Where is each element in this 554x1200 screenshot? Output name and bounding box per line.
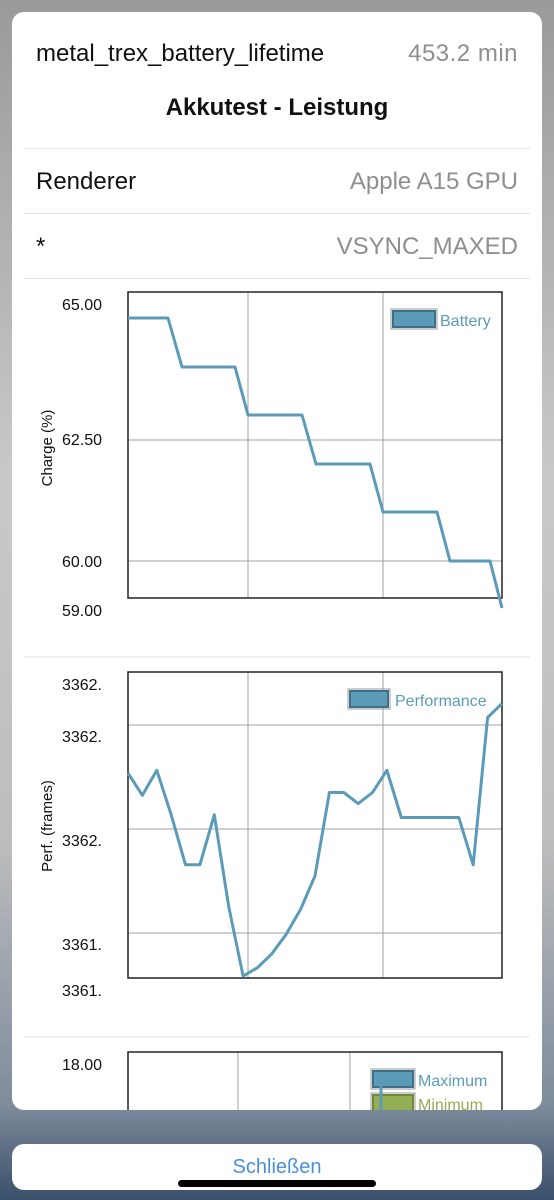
- info-row-vsync: * VSYNC_MAXED: [36, 215, 518, 279]
- info-value: Apple A15 GPU: [349, 168, 518, 195]
- info-key: Renderer: [36, 168, 137, 195]
- battery-series-line: [128, 316, 504, 609]
- chart-legend: Battery: [390, 308, 491, 330]
- divider: [24, 278, 530, 279]
- y-tick-label: 59.00: [62, 603, 102, 620]
- legend-swatch-max: [372, 1070, 414, 1088]
- temperature-chart: 18.00 Maximum Minimum: [62, 1051, 503, 1110]
- legend-label-max: Maximum: [418, 1073, 487, 1090]
- battery-chart: 65.00 62.50 60.00 59.00 Charge (%) Batte…: [24, 291, 530, 658]
- test-name: metal_trex_battery_lifetime: [36, 40, 325, 67]
- info-value: VSYNC_MAXED: [336, 233, 518, 260]
- divider: [24, 148, 530, 149]
- y-axis-label: Perf. (frames): [39, 780, 56, 872]
- performance-series-line: [126, 702, 504, 978]
- info-row-renderer: Renderer Apple A15 GPU: [36, 150, 518, 214]
- y-axis-label: Charge (%): [39, 410, 56, 487]
- y-tick-label: 3361.: [62, 937, 102, 954]
- legend-swatch: [349, 690, 389, 708]
- chart-grid: [127, 671, 503, 979]
- info-key: *: [36, 233, 46, 260]
- legend-label: Battery: [440, 313, 491, 330]
- y-tick-label: 60.00: [62, 554, 102, 571]
- result-header: metal_trex_battery_lifetime 453.2 min: [36, 34, 518, 94]
- legend-label: Performance: [395, 693, 487, 710]
- page-subtitle: Akkutest - Leistung: [165, 94, 389, 121]
- chart-legend: Performance: [347, 688, 487, 710]
- y-tick-label: 65.00: [62, 297, 102, 314]
- legend-swatch-min: [372, 1094, 414, 1110]
- legend-label-min: Minimum: [418, 1097, 483, 1110]
- test-score: 453.2 min: [408, 40, 518, 67]
- y-tick-label: 18.00: [62, 1057, 102, 1074]
- y-tick-label: 62.50: [62, 432, 102, 449]
- chart-legend: Maximum Minimum: [370, 1068, 487, 1110]
- y-tick-label: 3361.: [62, 983, 102, 1000]
- home-indicator[interactable]: [178, 1180, 376, 1187]
- y-tick-label: 3362.: [62, 833, 102, 850]
- chart-grid: [127, 291, 503, 599]
- y-tick-label: 3362.: [62, 729, 102, 746]
- y-tick-label: 3362.: [62, 677, 102, 694]
- result-sheet: metal_trex_battery_lifetime 453.2 min Ak…: [12, 12, 542, 1110]
- legend-swatch: [392, 310, 436, 328]
- divider: [24, 213, 530, 214]
- performance-chart: 3362. 3362. 3362. 3361. 3361. Perf. (fra…: [24, 671, 530, 1038]
